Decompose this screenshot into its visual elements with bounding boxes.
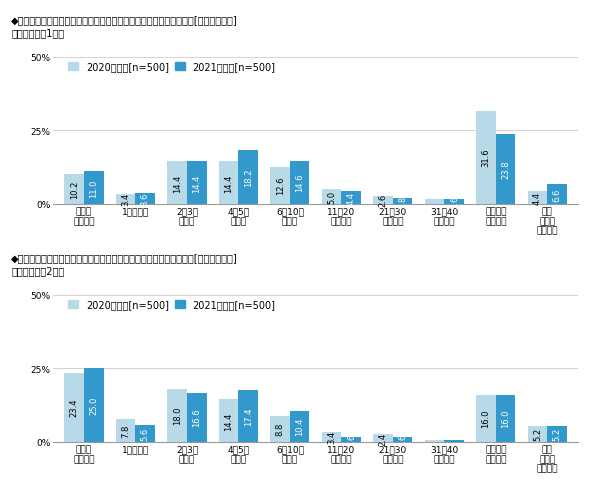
Bar — [290, 161, 310, 204]
Bar — [64, 373, 84, 442]
Bar — [168, 162, 187, 204]
Text: 31.6: 31.6 — [481, 148, 490, 167]
Text: 2.4: 2.4 — [379, 432, 388, 444]
Bar — [84, 172, 104, 204]
Bar — [393, 199, 412, 204]
Bar — [238, 151, 258, 204]
Text: 17.4: 17.4 — [244, 407, 253, 425]
Text: 16.6: 16.6 — [192, 408, 201, 427]
Bar — [425, 440, 444, 442]
Bar — [476, 395, 496, 442]
Text: 16.0: 16.0 — [501, 409, 510, 427]
Text: 3.4: 3.4 — [327, 430, 336, 443]
Text: 23.8: 23.8 — [501, 160, 510, 179]
Bar — [219, 399, 238, 442]
Bar — [322, 432, 342, 442]
Text: 7.8: 7.8 — [121, 423, 130, 437]
Bar — [270, 416, 290, 442]
Text: 2.6: 2.6 — [379, 194, 388, 207]
Text: 5.6: 5.6 — [141, 427, 150, 440]
Text: 25.0: 25.0 — [89, 396, 99, 414]
Text: 3.4: 3.4 — [121, 192, 130, 206]
Legend: 2020年調査[n=500], 2021年調査[n=500]: 2020年調査[n=500], 2021年調査[n=500] — [68, 300, 276, 310]
Bar — [444, 200, 464, 204]
Text: 6.6: 6.6 — [553, 188, 562, 201]
Text: 14.4: 14.4 — [224, 174, 233, 192]
Text: 4.4: 4.4 — [533, 191, 542, 204]
Bar — [444, 440, 464, 442]
Text: 16.0: 16.0 — [481, 409, 490, 427]
Bar — [373, 434, 393, 442]
Bar — [393, 437, 412, 442]
Text: 14.4: 14.4 — [224, 411, 233, 430]
Text: 8.8: 8.8 — [276, 422, 284, 435]
Legend: 2020年調査[n=500], 2021年調査[n=500]: 2020年調査[n=500], 2021年調査[n=500] — [68, 62, 276, 72]
Bar — [116, 194, 136, 204]
Text: 1.6: 1.6 — [398, 432, 407, 446]
Text: 1.8: 1.8 — [398, 195, 407, 208]
Text: 5.2: 5.2 — [533, 427, 542, 441]
Text: 1.6: 1.6 — [450, 195, 458, 208]
Bar — [219, 162, 238, 204]
Text: 14.4: 14.4 — [192, 174, 201, 192]
Bar — [136, 425, 155, 442]
Text: 1.6: 1.6 — [347, 432, 356, 446]
Text: ◆最初に就職した会社で、どのくらいの間、働いていたいと思うか　[単一回答形式]: ◆最初に就職した会社で、どのくらいの間、働いていたいと思うか [単一回答形式] — [11, 253, 238, 263]
Bar — [496, 134, 516, 204]
Text: 14.6: 14.6 — [295, 174, 304, 192]
Bar — [548, 426, 567, 442]
Text: 14.4: 14.4 — [173, 174, 182, 192]
Bar — [187, 393, 206, 442]
Text: 4.4: 4.4 — [347, 191, 356, 204]
Text: ◆最初に就職する会社で、どのくらいの間、働いていたいと思うか　[単一回答形式]: ◆最初に就職する会社で、どのくらいの間、働いていたいと思うか [単一回答形式] — [11, 15, 238, 25]
Text: 11.0: 11.0 — [89, 179, 99, 197]
Bar — [342, 437, 361, 442]
Text: 対象：社会人1年生: 対象：社会人1年生 — [11, 29, 64, 38]
Bar — [136, 193, 155, 204]
Bar — [64, 174, 84, 204]
Bar — [116, 419, 136, 442]
Bar — [290, 411, 310, 442]
Bar — [322, 190, 342, 204]
Bar — [187, 162, 206, 204]
Bar — [238, 391, 258, 442]
Bar — [476, 111, 496, 204]
Text: 10.4: 10.4 — [295, 417, 304, 435]
Bar — [270, 167, 290, 204]
Bar — [84, 368, 104, 442]
Text: 18.2: 18.2 — [244, 168, 253, 187]
Bar — [373, 196, 393, 204]
Bar — [496, 395, 516, 442]
Text: 12.6: 12.6 — [276, 177, 284, 195]
Text: 5.0: 5.0 — [327, 190, 336, 204]
Bar — [425, 200, 444, 204]
Text: 対象：社会人2年生: 対象：社会人2年生 — [11, 266, 64, 276]
Bar — [548, 185, 567, 204]
Bar — [168, 389, 187, 442]
Text: 23.4: 23.4 — [70, 398, 78, 417]
Text: 5.2: 5.2 — [553, 427, 562, 441]
Text: 18.0: 18.0 — [173, 406, 182, 424]
Bar — [527, 191, 548, 204]
Text: 10.2: 10.2 — [70, 180, 78, 198]
Text: 3.6: 3.6 — [141, 192, 150, 205]
Bar — [342, 191, 361, 204]
Bar — [527, 426, 548, 442]
